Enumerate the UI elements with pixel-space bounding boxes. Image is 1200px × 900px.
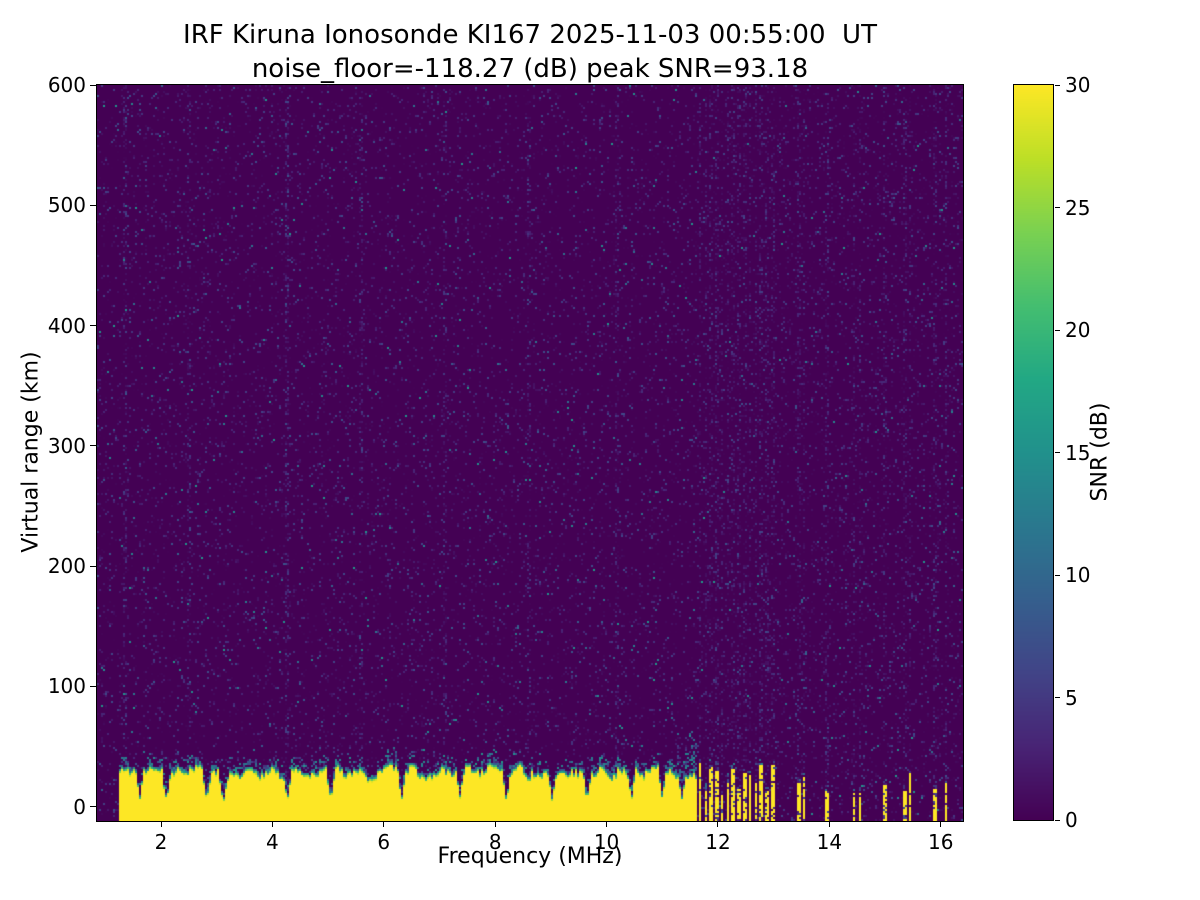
colorbar-tick-mark [1055, 574, 1060, 576]
colorbar-tick-mark [1055, 819, 1060, 821]
y-tick-mark [90, 325, 96, 327]
x-tick-label: 2 [154, 830, 168, 854]
colorbar-tick-mark [1055, 84, 1060, 86]
colorbar-tick-label: 10 [1065, 563, 1091, 587]
colorbar-tick-label: 30 [1065, 73, 1091, 97]
x-tick-label: 10 [593, 830, 620, 854]
heatmap-canvas [97, 85, 963, 821]
colorbar-tick-mark [1055, 697, 1060, 698]
y-tick-label: 500 [47, 193, 86, 218]
y-tick-mark [90, 204, 96, 206]
colorbar-tick-mark [1055, 452, 1060, 453]
x-tick-mark [160, 822, 162, 827]
colorbar-tick-label: 20 [1065, 318, 1091, 342]
y-tick-label: 300 [47, 433, 86, 458]
colorbar-tick-label: 15 [1065, 440, 1091, 465]
x-tick-label: 16 [927, 830, 954, 854]
x-tick-mark [828, 822, 830, 827]
x-tick-mark [383, 822, 385, 827]
y-tick-label: 600 [47, 73, 86, 97]
y-tick-mark [90, 806, 96, 808]
y-tick-label: 400 [47, 313, 86, 338]
x-tick-mark [606, 822, 608, 827]
x-tick-mark [494, 822, 496, 827]
colorbar-tick-label: 5 [1065, 685, 1078, 710]
colorbar-canvas [1014, 85, 1053, 820]
colorbar-tick-label: 25 [1065, 195, 1091, 220]
y-tick-mark [90, 685, 96, 687]
y-tick-mark [90, 84, 96, 86]
y-tick-label: 100 [47, 674, 86, 699]
x-tick-label: 12 [705, 830, 731, 854]
x-axis-label: Frequency (MHz) [437, 844, 623, 869]
x-tick-mark [271, 822, 273, 827]
chart-subtitle: noise_floor=-118.27 (dB) peak SNR=93.18 [251, 54, 809, 84]
chart-title: IRF Kiruna Ionosonde KI167 2025-11-03 00… [183, 20, 877, 50]
y-tick-mark [90, 445, 96, 447]
y-tick-label: 0 [73, 794, 86, 819]
x-tick-label: 6 [377, 830, 391, 854]
colorbar-tick-mark [1055, 329, 1060, 331]
x-tick-label: 14 [816, 830, 843, 854]
y-tick-mark [90, 565, 96, 567]
x-tick-label: 4 [266, 830, 279, 854]
x-tick-mark [717, 822, 719, 827]
colorbar-tick-mark [1055, 207, 1060, 208]
y-tick-label: 200 [47, 554, 86, 579]
x-tick-label: 8 [488, 830, 502, 854]
colorbar-tick-label: 0 [1065, 808, 1078, 832]
x-tick-mark [940, 822, 942, 827]
